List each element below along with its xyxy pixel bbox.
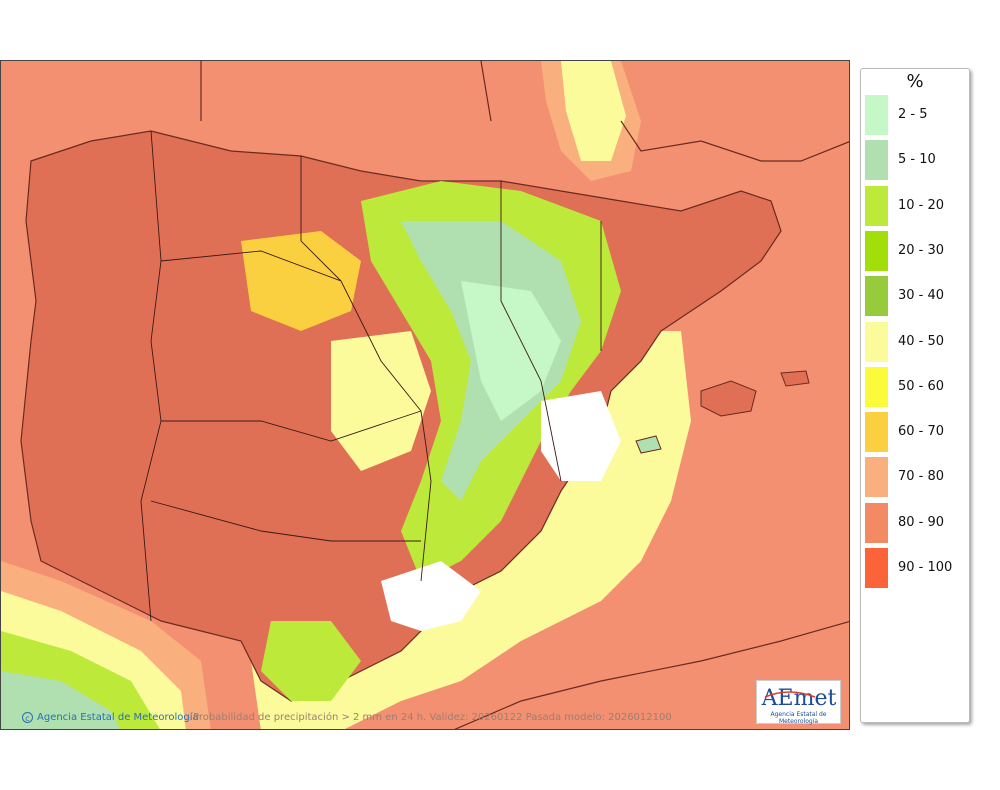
legend-item: 5 - 10 [865,140,969,181]
france-coast [200,61,849,162]
legend-swatch [865,230,888,271]
aemet-logo-graphic: AEmet [760,686,836,711]
legend-item: 50 - 60 [865,366,969,407]
ibiza [635,435,662,454]
land-band-south-10-20 [261,621,361,701]
legend-label: 30 - 40 [898,288,945,304]
legend-swatch [865,95,888,135]
land-band-lowest-se [381,561,481,631]
legend-item: 30 - 40 [865,276,969,317]
legend-item: 80 - 90 [865,502,969,543]
legend-label: 5 - 10 [898,152,936,168]
legend-swatch [865,185,888,226]
svg-text:AEmet: AEmet [760,686,836,711]
legend-swatch [865,140,888,181]
legend-swatch [865,457,888,498]
land-band-2-5 [461,281,561,421]
legend-title: % [906,71,924,92]
menorca [780,370,810,387]
legend-label: 50 - 60 [898,378,945,394]
legend-swatch [865,502,888,543]
aemet-logo-subtitle: Agencia Estatal de Meteorología [770,711,827,725]
legend-swatch [865,321,888,362]
legend-label: 60 - 70 [898,424,945,440]
credit-text: Agencia Estatal de Meteorología [37,712,199,723]
legend-item: 60 - 70 [865,412,969,453]
legend-item: 10 - 20 [865,185,969,226]
copyright-icon: c [22,712,33,723]
land-band-lowest [541,391,621,481]
legend-swatch [865,548,888,588]
legend-swatch [865,366,888,407]
legend-panel: % 2 - 5 5 - 10 10 - 20 20 - 30 30 - 40 40 - 5… [860,68,970,723]
region-borders [140,130,602,622]
africa-coast [454,620,849,729]
legend-label: 2 - 5 [898,107,928,122]
aemet-logo: AEmet Agencia Estatal de Meteorología [756,680,841,725]
legend-item: 90 - 100 [865,548,969,588]
legend-label: 20 - 30 [898,242,945,258]
legend-label: 70 - 80 [898,469,945,485]
legend-item: 20 - 30 [865,230,969,271]
legend-item: 70 - 80 [865,457,969,498]
map-canvas [1,61,849,729]
legend-swatch [865,276,888,317]
land-band-40-50 [331,331,431,471]
mallorca [700,380,757,417]
legend-item: 2 - 5 [865,95,969,135]
legend-label: 80 - 90 [898,514,945,530]
legend-label: 10 - 20 [898,197,945,213]
legend-label: 90 - 100 [898,560,953,575]
precipitation-probability-map [0,60,850,730]
legend-swatch [865,412,888,453]
land-band-60-70 [241,231,361,331]
credit-line: c Agencia Estatal de Meteorología [22,712,199,723]
map-caption: Probabilidad de precipitación > 2 mm en … [193,712,672,723]
sea-band-40-50 [561,61,626,161]
legend-item: 40 - 50 [865,321,969,362]
legend-label: 40 - 50 [898,333,945,349]
